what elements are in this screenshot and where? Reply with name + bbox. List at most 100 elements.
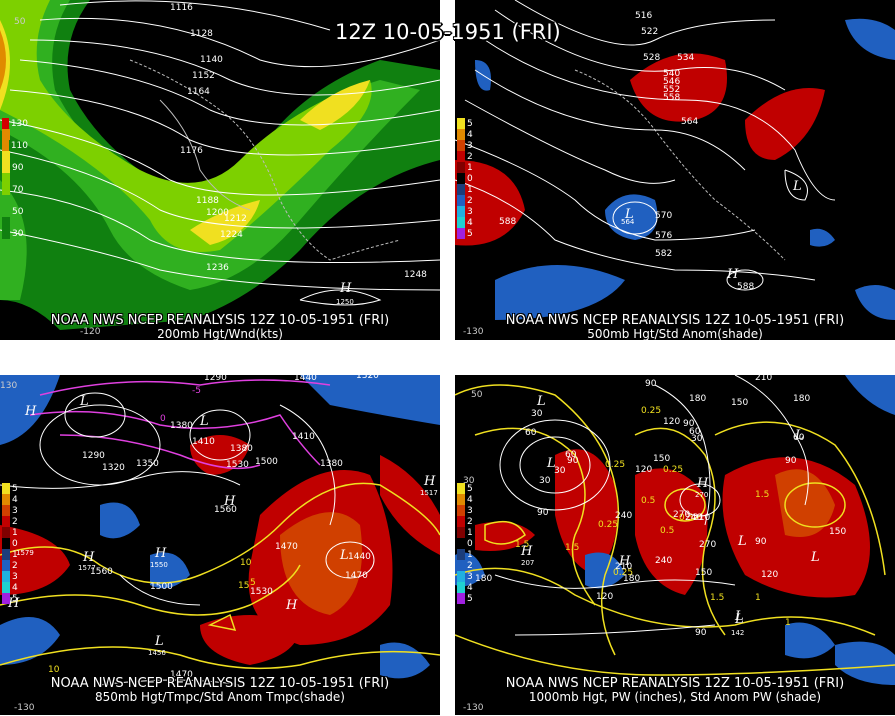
- svg-text:L: L: [546, 456, 556, 471]
- map-850mb: 5 10 15 10 -5 0 1290 1440 1320 1380 1410…: [0, 375, 440, 715]
- svg-text:1560: 1560: [214, 505, 237, 515]
- svg-text:120: 120: [761, 570, 778, 580]
- svg-text:30: 30: [691, 434, 703, 444]
- svg-text:0.25: 0.25: [598, 520, 618, 530]
- svg-text:1577: 1577: [78, 564, 96, 572]
- legend-200mb: 130 110 90 70 50 30: [2, 118, 28, 239]
- panel-1000mb: 0.25 0.25 0.5 0.25 0.25 0.5 1.5 1.5 1.5 …: [455, 375, 895, 715]
- caption-1000mb-field: 1000mb Hgt, PW (inches), Std Anom PW (sh…: [528, 690, 822, 704]
- svg-text:180: 180: [475, 574, 492, 584]
- svg-text:528: 528: [643, 53, 660, 63]
- svg-text:1410: 1410: [192, 437, 215, 447]
- svg-text:L: L: [794, 428, 804, 443]
- svg-text:0.25: 0.25: [663, 465, 683, 475]
- map-500mb: 516 522 528 534 540 546 552 558 564 570 …: [455, 0, 895, 340]
- svg-text:L: L: [810, 550, 820, 565]
- svg-text:1248: 1248: [404, 270, 427, 280]
- map-200mb: 1116 1128 1140 1152 1164 1176 1188 1200 …: [0, 0, 440, 340]
- panel-200mb: 1116 1128 1140 1152 1164 1176 1188 1200 …: [0, 0, 440, 340]
- svg-text:240: 240: [615, 511, 632, 521]
- svg-text:0.5: 0.5: [660, 526, 674, 536]
- svg-text:1.5: 1.5: [515, 540, 529, 550]
- svg-text:H: H: [7, 596, 20, 611]
- svg-text:1188: 1188: [196, 196, 219, 206]
- svg-text:1: 1: [755, 593, 761, 603]
- svg-text:L: L: [79, 394, 89, 409]
- svg-text:1470: 1470: [275, 542, 298, 552]
- svg-text:1456: 1456: [148, 649, 166, 657]
- svg-text:1440: 1440: [294, 375, 317, 383]
- svg-text:H: H: [24, 404, 37, 419]
- svg-text:130: 130: [0, 381, 17, 391]
- svg-text:90: 90: [567, 456, 579, 466]
- svg-text:0.5: 0.5: [679, 513, 693, 523]
- svg-text:1250: 1250: [336, 298, 354, 306]
- svg-text:576: 576: [655, 231, 672, 241]
- svg-text:1320: 1320: [356, 375, 379, 381]
- svg-text:240: 240: [655, 556, 672, 566]
- svg-text:L: L: [536, 394, 546, 409]
- svg-text:588: 588: [499, 217, 516, 227]
- svg-text:1517: 1517: [420, 489, 438, 497]
- svg-text:5: 5: [250, 578, 256, 588]
- svg-text:60: 60: [793, 433, 805, 443]
- svg-text:1320: 1320: [102, 463, 125, 473]
- svg-text:1380: 1380: [230, 444, 253, 454]
- svg-text:1164: 1164: [187, 87, 210, 97]
- svg-text:L: L: [737, 534, 747, 549]
- svg-text:150: 150: [731, 398, 748, 408]
- svg-text:1410: 1410: [292, 432, 315, 442]
- svg-text:534: 534: [677, 53, 694, 63]
- svg-text:60: 60: [565, 450, 577, 460]
- svg-text:H: H: [154, 546, 167, 561]
- svg-text:1224: 1224: [220, 230, 243, 240]
- svg-text:1530: 1530: [226, 460, 249, 470]
- svg-text:1290: 1290: [204, 375, 227, 383]
- panel-850mb: 5 10 15 10 -5 0 1290 1440 1320 1380 1410…: [0, 375, 440, 715]
- svg-text:516: 516: [635, 11, 652, 21]
- svg-text:30: 30: [531, 409, 543, 419]
- svg-text:546: 546: [663, 77, 680, 87]
- svg-text:564: 564: [681, 117, 698, 127]
- svg-text:210: 210: [693, 513, 710, 523]
- svg-text:1236: 1236: [206, 263, 229, 273]
- svg-text:0.25: 0.25: [613, 568, 633, 578]
- svg-text:210: 210: [615, 562, 632, 572]
- svg-text:270: 270: [695, 491, 708, 499]
- caption-200mb-field: 200mb Hgt/Wnd(kts): [157, 327, 283, 340]
- svg-text:1.5: 1.5: [565, 543, 579, 553]
- svg-text:0.5: 0.5: [641, 496, 655, 506]
- caption-200mb-source: NOAA NWS NCEP REANALYSIS 12Z 10-05-1951 …: [50, 313, 390, 328]
- svg-text:L: L: [734, 609, 744, 624]
- svg-text:90: 90: [695, 628, 707, 638]
- svg-text:180: 180: [793, 394, 810, 404]
- svg-text:H: H: [339, 281, 352, 296]
- svg-text:H: H: [82, 550, 95, 565]
- svg-text:1176: 1176: [180, 146, 203, 156]
- svg-text:-120: -120: [80, 327, 101, 337]
- svg-text:1: 1: [785, 618, 791, 628]
- svg-text:1140: 1140: [200, 55, 223, 65]
- svg-text:90: 90: [785, 456, 797, 466]
- svg-text:0.25: 0.25: [641, 406, 661, 416]
- svg-text:90: 90: [645, 379, 657, 389]
- svg-text:1579: 1579: [16, 549, 34, 557]
- svg-text:120: 120: [635, 465, 652, 475]
- svg-text:90: 90: [537, 508, 549, 518]
- svg-text:522: 522: [641, 27, 658, 37]
- svg-text:1380: 1380: [320, 459, 343, 469]
- svg-text:50: 50: [14, 17, 26, 27]
- svg-text:588: 588: [737, 282, 754, 292]
- svg-text:582: 582: [655, 249, 672, 259]
- svg-text:150: 150: [695, 568, 712, 578]
- legend-850mb: 5 4 3 2 1 0 1 2 3 4 5: [2, 483, 28, 604]
- svg-text:60: 60: [689, 427, 701, 437]
- svg-text:150: 150: [829, 527, 846, 537]
- svg-text:1380: 1380: [170, 421, 193, 431]
- svg-text:L: L: [199, 414, 209, 429]
- svg-text:1560: 1560: [90, 567, 113, 577]
- svg-text:30: 30: [554, 466, 566, 476]
- svg-text:L: L: [792, 179, 802, 194]
- legend-1000mb: 5 4 3 2 1 0 1 2 3 4 5: [457, 483, 483, 604]
- caption-1000mb-source: NOAA NWS NCEP REANALYSIS 12Z 10-05-1951 …: [505, 676, 845, 691]
